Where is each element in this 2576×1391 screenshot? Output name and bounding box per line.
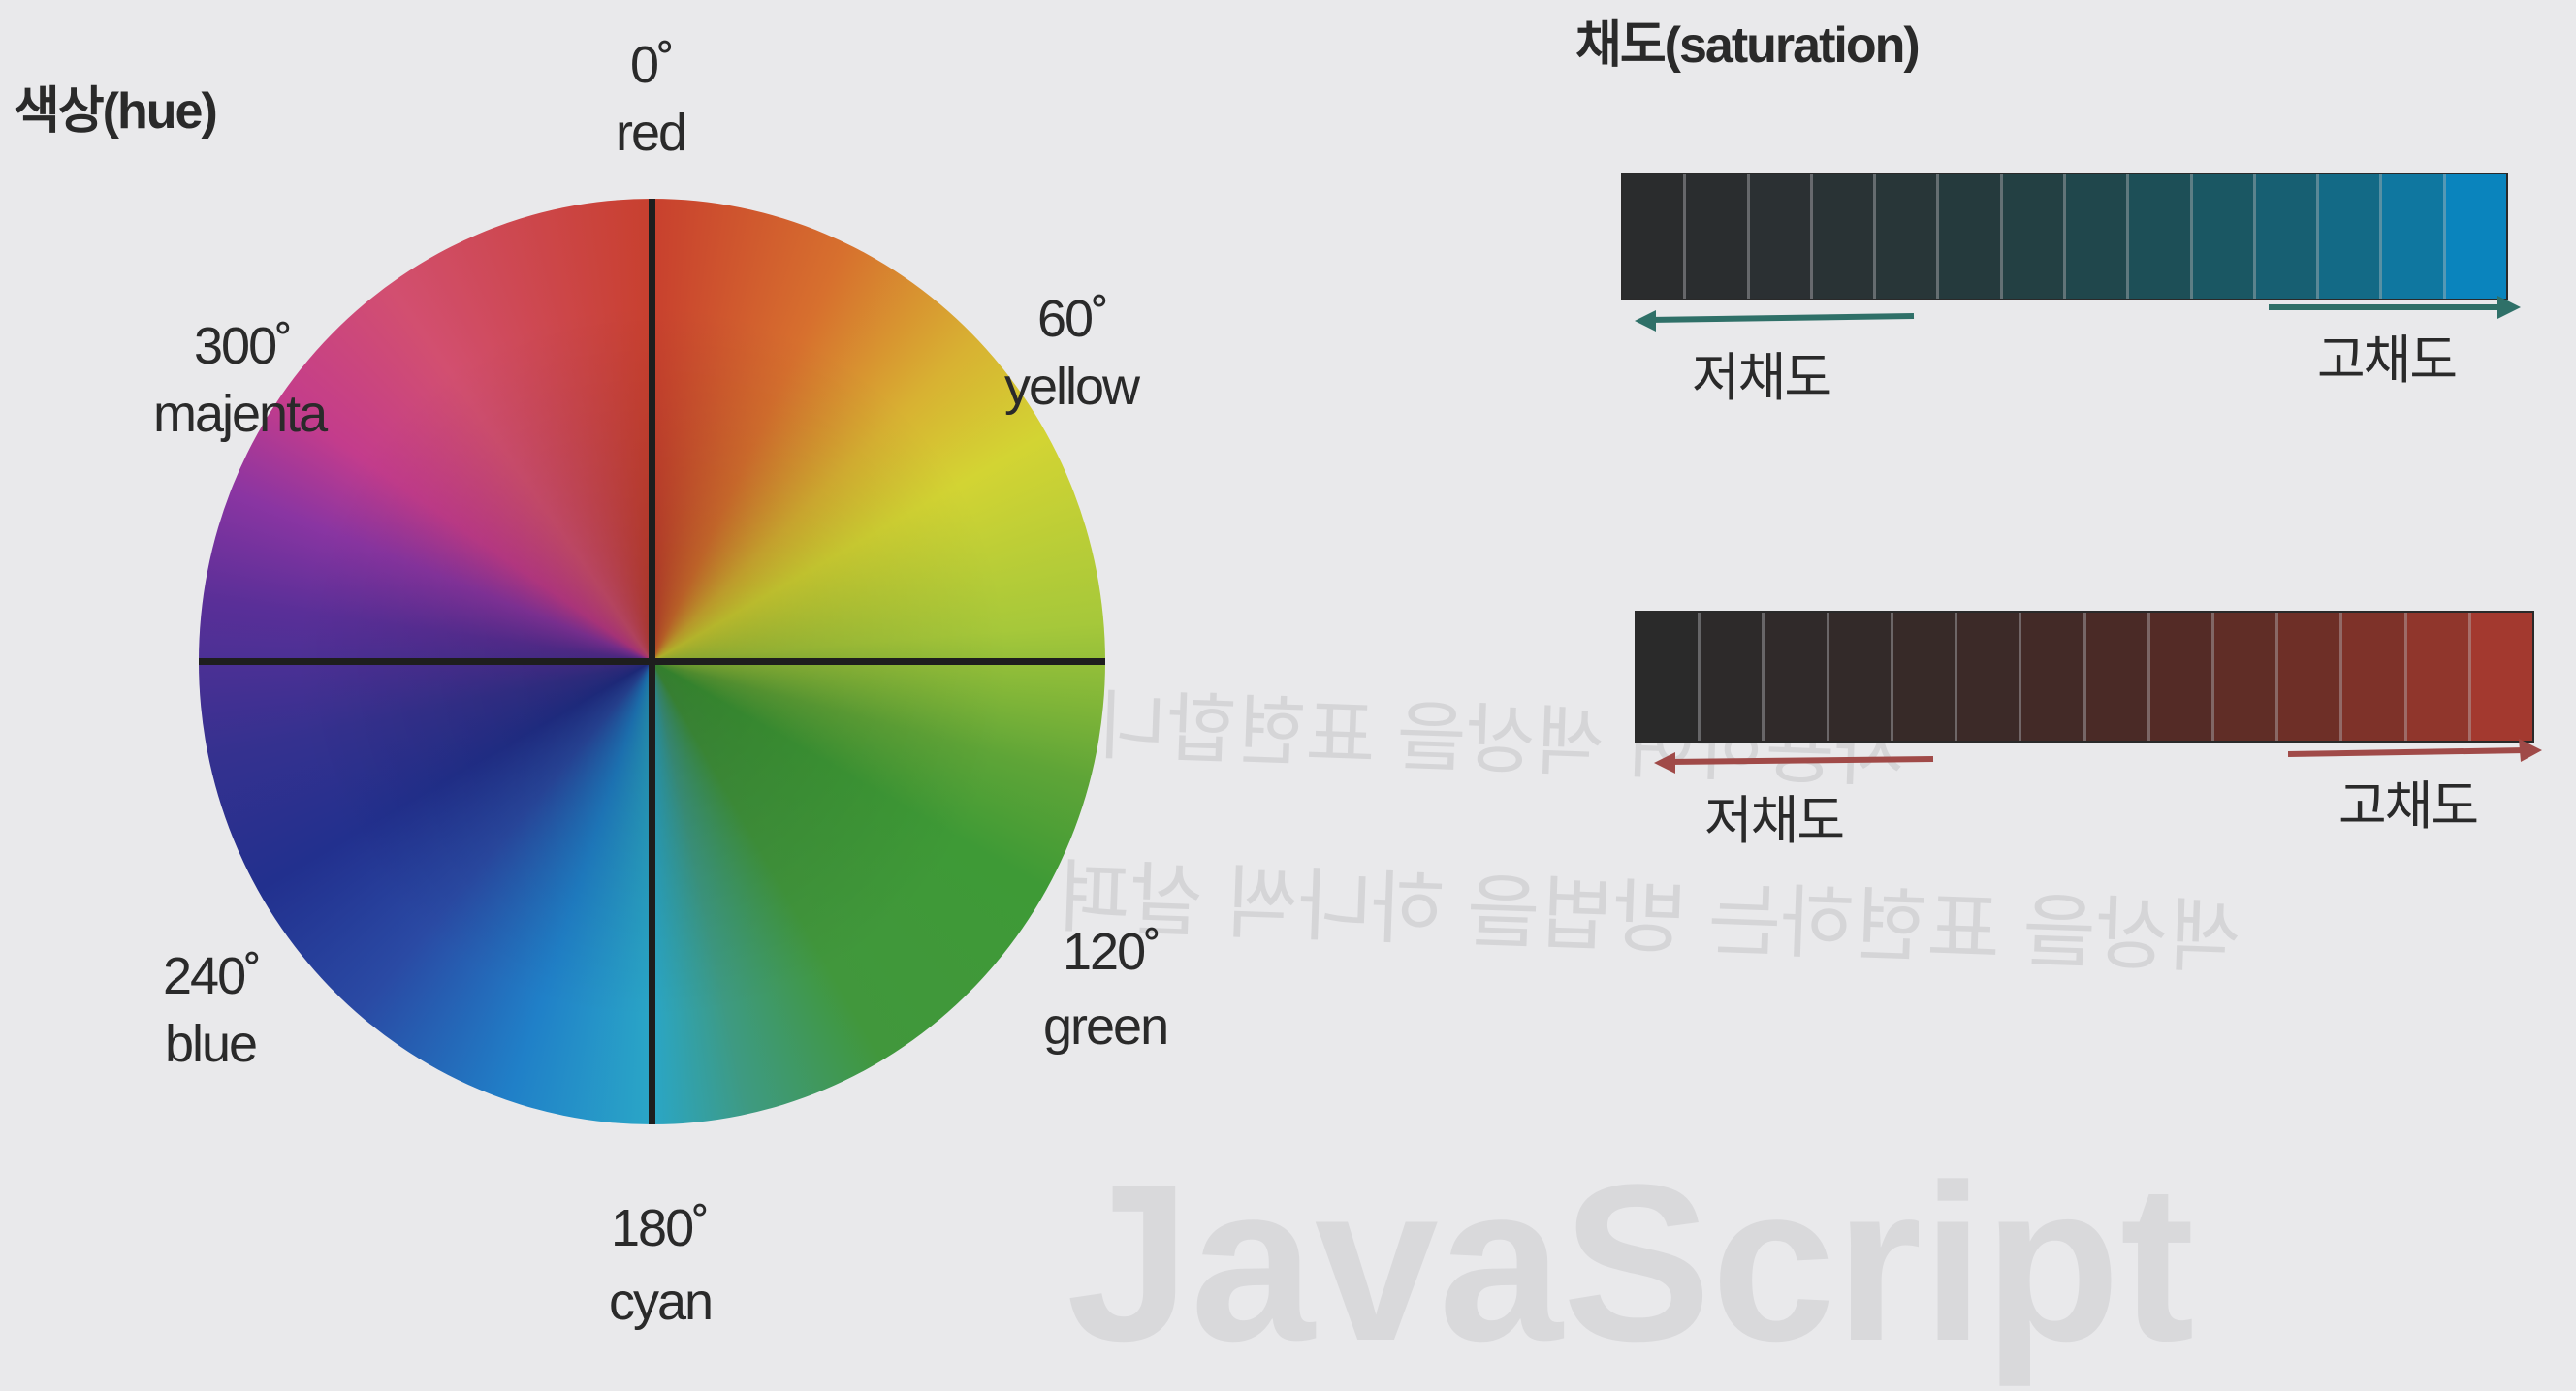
saturation-blue-cell bbox=[2002, 174, 2066, 299]
high-saturation-label-blue: 고채도 bbox=[2317, 332, 2458, 390]
saturation-blue-cell bbox=[1812, 174, 1877, 299]
saturation-red-cell bbox=[2149, 613, 2214, 741]
saturation-blue-cell bbox=[2319, 174, 2383, 299]
saturation-red-cell bbox=[1701, 613, 1765, 741]
saturation-blue-cell bbox=[2129, 174, 2193, 299]
saturation-blue-cell bbox=[1749, 174, 1813, 299]
saturation-blue-cell bbox=[1623, 174, 1687, 299]
saturation-red-cell bbox=[1765, 613, 1829, 741]
hue-label-red: red bbox=[616, 104, 687, 162]
horizontal-axis-line bbox=[199, 657, 1105, 665]
saturation-red-cell bbox=[2278, 613, 2343, 741]
watermark-line: 색상을 표현하는 방법을 하나씩 살펴 bbox=[1055, 853, 2243, 984]
high-saturation-arrow-blue bbox=[2269, 296, 2521, 319]
hue-label-blue: blue bbox=[165, 1015, 258, 1073]
saturation-blue-cell bbox=[2255, 174, 2320, 299]
hue-label-300-degree: 300˚ bbox=[194, 317, 293, 375]
hue-label-green: green bbox=[1043, 997, 1169, 1056]
high-saturation-arrow-red bbox=[2288, 739, 2542, 762]
saturation-blue-cell bbox=[2192, 174, 2256, 299]
saturation-bar-red bbox=[1635, 611, 2534, 743]
saturation-red-cell bbox=[1829, 613, 1893, 741]
saturation-red-cell bbox=[1957, 613, 2022, 741]
saturation-red-cell bbox=[1892, 613, 1958, 741]
saturation-red-cell bbox=[1637, 613, 1701, 741]
hue-label-240-degree: 240˚ bbox=[163, 947, 262, 1005]
saturation-red-cell bbox=[2085, 613, 2150, 741]
hue-label-yellow: yellow bbox=[1004, 358, 1140, 416]
watermark-logo: JavaScript bbox=[1066, 1138, 2195, 1387]
saturation-bar-blue bbox=[1621, 173, 2508, 300]
saturation-red-cell bbox=[2470, 613, 2533, 741]
saturation-title: 채도(saturation) bbox=[1575, 17, 1921, 74]
saturation-red-cell bbox=[2213, 613, 2279, 741]
hue-label-cyan: cyan bbox=[609, 1273, 714, 1331]
hue-label-0-degree: 0˚ bbox=[630, 36, 675, 94]
low-saturation-label-blue: 저채도 bbox=[1692, 349, 1832, 407]
high-saturation-label-red: 고채도 bbox=[2338, 777, 2479, 836]
saturation-blue-cell bbox=[2445, 174, 2506, 299]
saturation-blue-cell bbox=[1686, 174, 1750, 299]
hue-label-majenta: majenta bbox=[153, 385, 328, 443]
saturation-blue-cell bbox=[2382, 174, 2446, 299]
saturation-red-cell bbox=[2021, 613, 2086, 741]
saturation-blue-cell bbox=[1939, 174, 2003, 299]
hue-label-120-degree: 120˚ bbox=[1063, 923, 1161, 981]
hue-label-180-degree: 180˚ bbox=[611, 1199, 710, 1257]
saturation-blue-cell bbox=[2065, 174, 2130, 299]
saturation-red-cell bbox=[2342, 613, 2407, 741]
low-saturation-arrow-red bbox=[1654, 752, 1934, 774]
hue-label-60-degree: 60˚ bbox=[1037, 290, 1109, 348]
hue-color-wheel bbox=[199, 199, 1105, 1124]
saturation-red-cell bbox=[2406, 613, 2471, 741]
saturation-blue-cell bbox=[1876, 174, 1940, 299]
hue-title: 색상(hue) bbox=[14, 83, 218, 140]
low-saturation-label-red: 저채도 bbox=[1704, 792, 1845, 850]
low-saturation-arrow-blue bbox=[1635, 310, 1915, 332]
